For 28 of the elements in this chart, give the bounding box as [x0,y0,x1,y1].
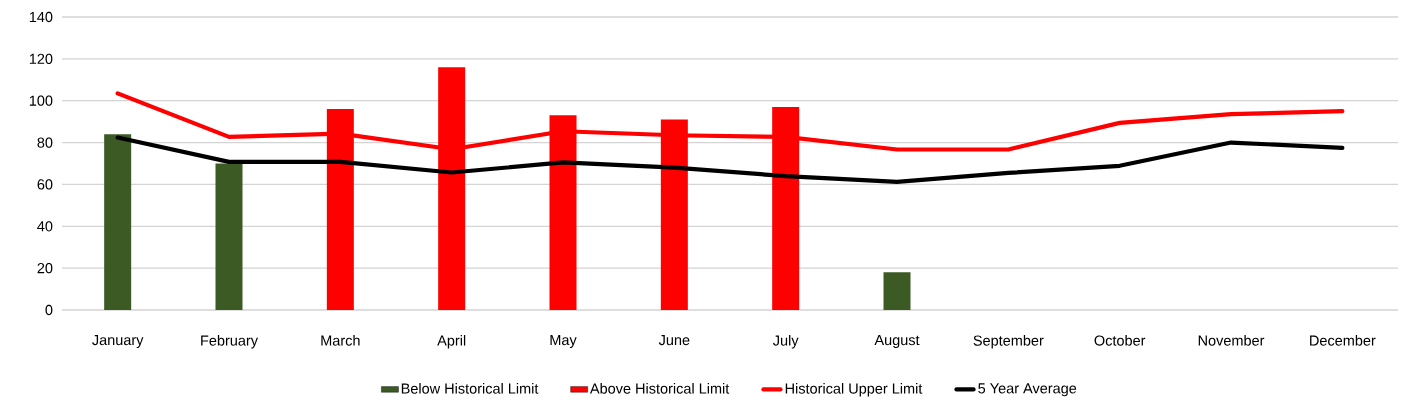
y-tick-label: 80 [37,137,53,148]
y-tick-label: 20 [37,263,53,274]
line-series [115,135,1345,185]
legend-label: Below Historical Limit [401,383,539,394]
legend-label: Above Historical Limit [589,383,730,394]
y-tick-label: 100 [29,95,53,106]
y-tick-label: 60 [37,179,53,190]
x-tick-label: January [92,335,144,349]
x-tick-label: July [773,335,799,349]
y-tick-label: 0 [45,304,53,316]
x-tick-label: December [1310,335,1376,346]
y-tick-label: 40 [37,221,53,232]
legend-label: Historical Upper Limit [785,383,923,397]
y-tick-label: 120 [29,53,53,64]
bar [883,272,911,310]
x-tick-label: November [1198,335,1265,346]
x-tick-label: October [1094,335,1146,346]
bar [104,134,132,310]
x-tick-label: March [321,335,360,346]
y-tick-label: 140 [29,11,53,23]
x-tick-label: September [973,335,1044,349]
x-tick-label: April [437,335,466,349]
x-tick-label: August [874,335,920,349]
bar [215,163,243,310]
x-tick-label: May [550,335,577,349]
x-tick-label: February [201,335,258,349]
x-tick-label: June [658,335,690,346]
legend-label: 5 Year Average [978,383,1077,397]
